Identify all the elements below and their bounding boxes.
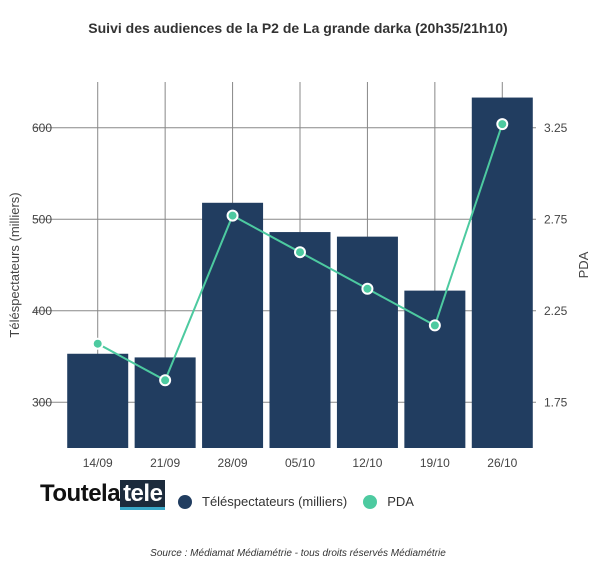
bar (336, 236, 398, 448)
pda-point (159, 374, 172, 387)
x-tick-label: 14/09 (83, 456, 113, 470)
y2-axis-title: PDA (576, 251, 591, 278)
x-tick-label: 26/10 (487, 456, 517, 470)
bar (67, 353, 129, 448)
x-tick-label: 12/10 (352, 456, 382, 470)
source-note: Source : Médiamat Médiamétrie - tous dro… (150, 548, 446, 559)
legend-label-pda: PDA (387, 494, 414, 509)
legend-marker-pda (363, 494, 378, 509)
bar (202, 202, 264, 448)
pda-point (91, 337, 104, 350)
y2-tick-label: 1.75 (544, 395, 568, 409)
logo-box-text: tele (120, 480, 166, 510)
bar (134, 357, 196, 448)
chart-title: Suivi des audiences de la P2 de La grand… (88, 20, 508, 36)
toutelatele-logo: Toutela tele (40, 480, 166, 510)
pda-point (428, 319, 441, 332)
pda-point (361, 282, 374, 295)
chart-legend: Téléspectateurs (milliers) PDA (178, 494, 430, 509)
x-tick-label: 21/09 (150, 456, 180, 470)
bar (404, 290, 466, 448)
chart-plot: 300 400 500 600 1.75 2.25 2.75 3.25 14/09 21/09 28… (7, 82, 591, 470)
x-tick-label: 05/10 (285, 456, 315, 470)
legend-item-pda[interactable]: PDA (363, 494, 414, 509)
y-tick-label: 400 (32, 304, 52, 318)
y-axis-title: Téléspectateurs (milliers) (7, 192, 22, 337)
x-tick-label: 19/10 (420, 456, 450, 470)
y-tick-label: 500 (32, 212, 52, 226)
legend-marker-viewers (178, 494, 192, 509)
y2-tick-label: 3.25 (544, 121, 568, 135)
pda-point (226, 209, 239, 222)
legend-label-viewers: Téléspectateurs (milliers) (202, 494, 348, 509)
legend-item-viewers[interactable]: Téléspectateurs (milliers) (178, 494, 347, 509)
y2-tick-label: 2.75 (544, 212, 568, 226)
bar (471, 97, 533, 449)
y-tick-label: 600 (32, 121, 52, 135)
y2-tick-label: 2.25 (544, 304, 568, 318)
pda-point (294, 246, 306, 259)
y-tick-label: 300 (32, 395, 52, 409)
bar (269, 232, 331, 448)
x-tick-label: 28/09 (218, 456, 248, 470)
pda-point (496, 118, 509, 131)
logo-text: Toutela (40, 480, 121, 507)
